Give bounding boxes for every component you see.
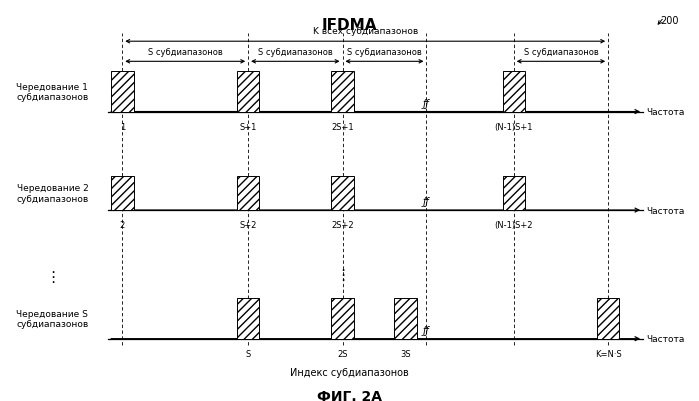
Text: 200: 200 [661,16,679,26]
Bar [237,72,259,112]
Text: 3S: 3S [400,349,411,358]
Text: 2S: 2S [337,349,348,358]
Text: Чередование 2
субдиапазонов: Чередование 2 субдиапазонов [16,184,89,203]
Text: 2S+1: 2S+1 [331,122,354,131]
Text: Чередование 1
субдиапазонов: Чередование 1 субдиапазонов [16,83,89,102]
Text: 2S+2: 2S+2 [331,221,354,229]
Text: S субдиапазонов: S субдиапазонов [524,49,598,57]
Text: Частота: Частота [647,334,685,343]
Text: ⋮: ⋮ [335,267,350,282]
Text: S субдиапазонов: S субдиапазонов [148,49,222,57]
Bar [394,299,417,339]
Text: ƒƒ: ƒƒ [423,98,430,108]
Bar [237,176,259,211]
Text: (N-1)S+1: (N-1)S+1 [494,122,533,131]
Text: Частота: Частота [647,108,685,117]
Bar [111,176,134,211]
Bar [111,72,134,112]
Bar [331,299,354,339]
Text: S: S [245,349,251,358]
Bar [331,176,354,211]
Bar [237,299,259,339]
Text: 1: 1 [120,122,125,131]
Text: S+2: S+2 [240,221,257,229]
Bar [597,299,619,339]
Text: IFDMA: IFDMA [322,18,377,33]
Text: ⋮: ⋮ [45,269,60,284]
Text: Чередование S
субдиапазонов: Чередование S субдиапазонов [16,309,89,328]
Text: Частота: Частота [647,206,685,215]
Text: S+1: S+1 [240,122,257,131]
Text: (N-1)S+2: (N-1)S+2 [494,221,533,229]
Text: K=N·S: K=N·S [595,349,621,358]
Bar [503,72,525,112]
Text: S субдиапазонов: S субдиапазонов [347,49,421,57]
Text: ƒƒ: ƒƒ [423,325,430,335]
Text: ФИГ. 2А: ФИГ. 2А [317,389,382,401]
Bar [331,72,354,112]
Text: ƒƒ: ƒƒ [423,196,430,207]
Bar [503,176,525,211]
Text: K всех субдиапазонов: K всех субдиапазонов [312,27,418,36]
Text: 2: 2 [120,221,125,229]
Text: Индекс субдиапазонов: Индекс субдиапазонов [290,367,409,377]
Text: S субдиапазонов: S субдиапазонов [258,49,333,57]
